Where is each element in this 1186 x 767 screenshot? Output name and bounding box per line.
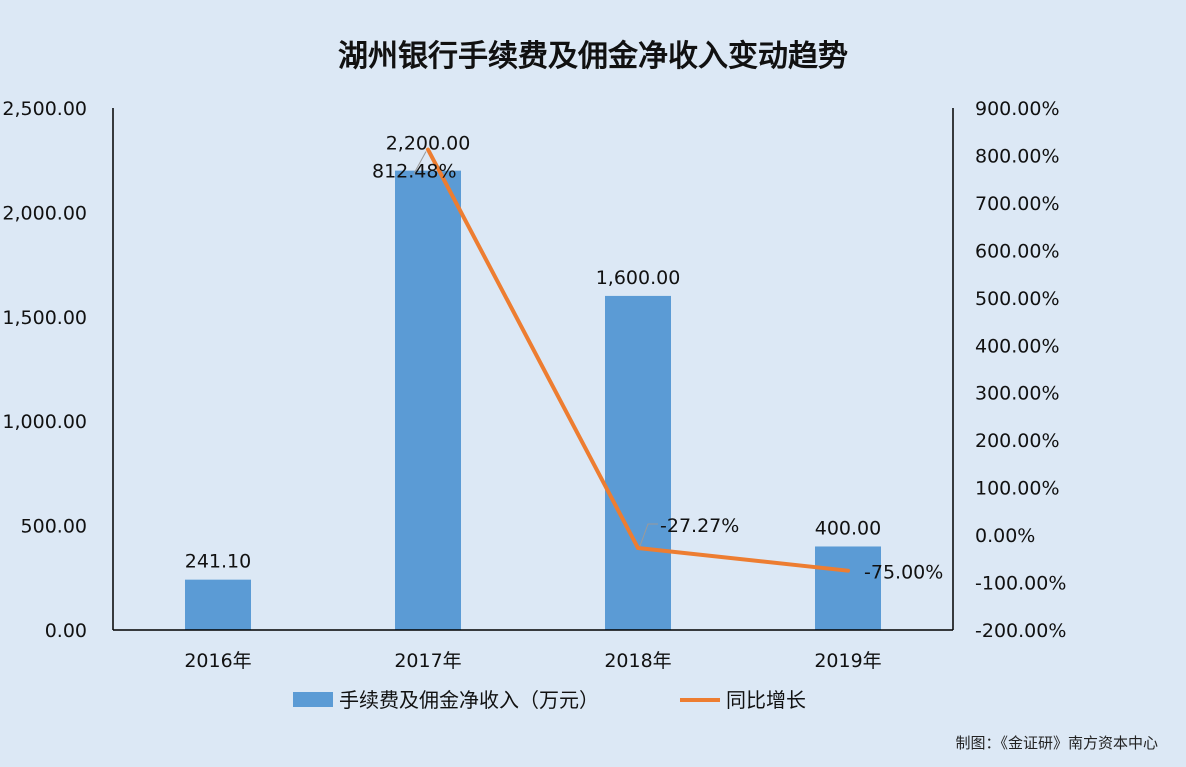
bar-data-label: 400.00 (815, 517, 881, 539)
line-data-label: 812.48% (372, 161, 457, 183)
bar-series (185, 170, 881, 630)
right-tick-label: 0.00% (975, 525, 1035, 547)
bar (815, 546, 881, 630)
category-label: 2018年 (604, 650, 671, 672)
right-tick-label: 900.00% (975, 98, 1060, 120)
right-tick-label: -200.00% (975, 620, 1066, 642)
right-tick-label: 700.00% (975, 193, 1060, 215)
category-label: 2019年 (814, 650, 881, 672)
left-tick-label: 0.00 (45, 620, 87, 642)
bar-data-label: 241.10 (185, 551, 251, 573)
bar-data-label: 1,600.00 (596, 267, 681, 289)
right-tick-label: 200.00% (975, 430, 1060, 452)
legend-label-line: 同比增长 (726, 688, 806, 712)
left-tick-label: 500.00 (21, 516, 87, 538)
category-label: 2016年 (184, 650, 251, 672)
line-data-label: -75.00% (864, 562, 943, 584)
chart-credit: 制图：《金证研》南方资本中心 (955, 734, 1158, 752)
right-tick-label: 100.00% (975, 478, 1060, 500)
right-tick-label: 600.00% (975, 240, 1060, 262)
line-data-label: -27.27% (660, 515, 739, 537)
category-label: 2017年 (394, 650, 461, 672)
chart-title: 湖州银行手续费及佣金净收入变动趋势 (338, 39, 848, 74)
left-tick-label: 2,000.00 (2, 202, 87, 224)
legend-swatch-bar (293, 692, 333, 707)
leader-line (639, 523, 658, 547)
bar (605, 295, 671, 630)
right-tick-label: -100.00% (975, 573, 1066, 595)
bar-data-label: 2,200.00 (386, 133, 471, 155)
bar (185, 579, 251, 630)
data-labels: 241.10 2,200.00 1,600.00 400.00 812.48% -27.2… (185, 133, 944, 584)
bar (395, 170, 461, 630)
growth-line (426, 147, 850, 573)
right-tick-label: 300.00% (975, 383, 1060, 405)
line-series (426, 147, 850, 573)
left-axis-ticks: 0.00 500.00 1,000.00 1,500.00 2,000.00 2,500.… (2, 98, 87, 642)
left-tick-label: 2,500.00 (2, 98, 87, 120)
leader-line (413, 151, 427, 174)
left-tick-label: 1,000.00 (2, 411, 87, 433)
category-labels: 2016年 2017年 2018年 2019年 (184, 650, 881, 672)
legend-label-bar: 手续费及佣金净收入（万元） (339, 688, 599, 712)
right-axis-ticks: -200.00% -100.00% 0.00% 100.00% 200.00% 300.0… (975, 98, 1066, 642)
left-tick-label: 1,500.00 (2, 307, 87, 329)
right-tick-label: 800.00% (975, 145, 1060, 167)
legend: 手续费及佣金净收入（万元） 同比增长 (293, 688, 806, 712)
right-tick-label: 500.00% (975, 288, 1060, 310)
right-tick-label: 400.00% (975, 335, 1060, 357)
